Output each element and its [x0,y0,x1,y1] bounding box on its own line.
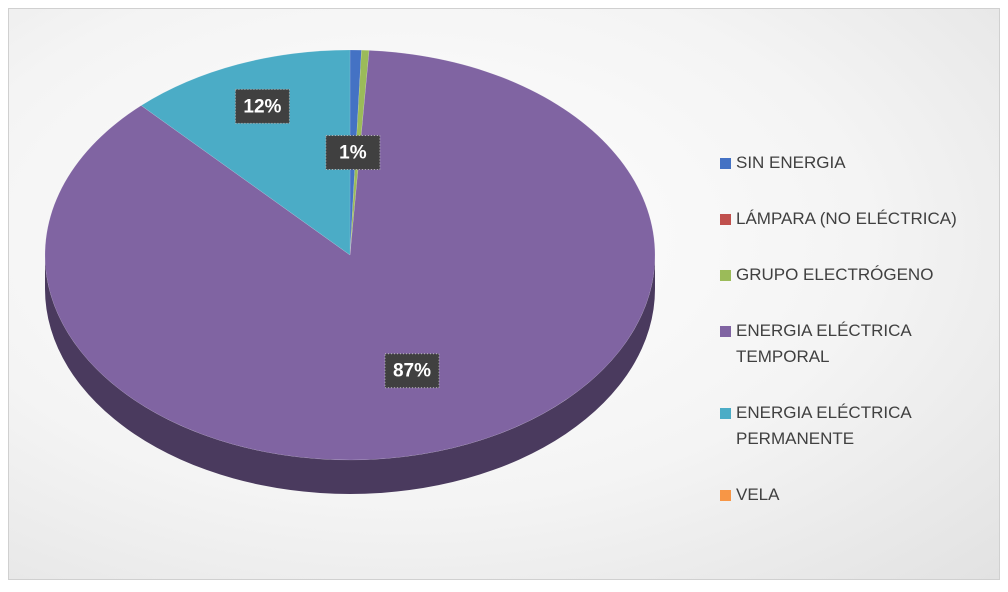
data-label-box [234,88,290,124]
legend-swatch [720,326,731,337]
legend-item: SIN ENERGIA [720,150,988,176]
legend-item: VELA [720,482,988,508]
legend-label: LÁMPARA (NO ELÉCTRICA) [736,209,957,228]
legend-label: GRUPO ELECTRÓGENO [736,265,934,284]
legend-label: ENERGIA ELÉCTRICA PERMANENTE [736,403,911,448]
pie-side [45,255,655,494]
legend-item: ENERGIA ELÉCTRICA TEMPORAL [720,318,988,370]
pie-slice [44,50,656,461]
data-label-box [325,135,381,171]
data-label: 12% [243,96,281,117]
legend-swatch [720,408,731,419]
legend-label: VELA [736,485,780,504]
data-label-box [384,353,440,389]
legend-label: SIN ENERGIA [736,153,846,172]
legend-item: LÁMPARA (NO ELÉCTRICA) [720,206,988,232]
legend-label: ENERGIA ELÉCTRICA TEMPORAL [736,321,911,366]
legend-swatch [720,270,731,281]
legend-item: GRUPO ELECTRÓGENO [720,262,988,288]
legend-swatch [720,490,731,501]
data-label: 1% [339,143,367,164]
legend: SIN ENERGIA LÁMPARA (NO ELÉCTRICA) GRUPO E… [720,150,988,538]
data-label: 87% [393,361,431,382]
legend-swatch [720,158,731,169]
legend-swatch [720,214,731,225]
legend-item: ENERGIA ELÉCTRICA PERMANENTE [720,400,988,452]
pie-slice [140,49,351,256]
